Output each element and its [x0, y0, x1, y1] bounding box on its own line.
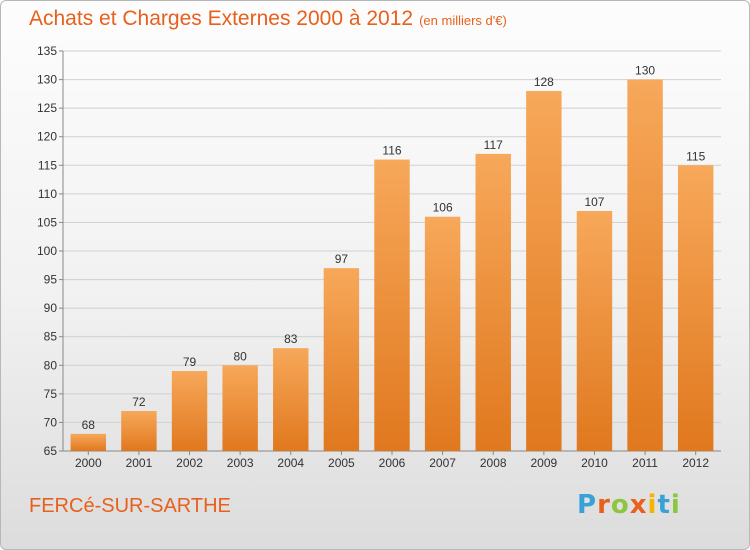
y-tick-label: 95	[44, 273, 58, 287]
x-tick-label: 2010	[581, 456, 608, 470]
logo-letter: r	[597, 490, 611, 520]
x-tick-label: 2007	[429, 456, 456, 470]
bar-2010	[576, 211, 613, 451]
bar-2008	[475, 153, 511, 451]
bar-2006	[374, 159, 410, 452]
y-tick-label: 75	[44, 387, 58, 401]
bar-2003	[222, 365, 258, 451]
chart-unit: (en milliers d'€)	[419, 13, 507, 28]
bar-2001	[121, 411, 157, 451]
bar-value-label: 128	[534, 75, 554, 89]
y-tick-label: 90	[44, 301, 58, 315]
bar-value-label: 79	[183, 355, 197, 369]
bar-2011	[627, 79, 663, 452]
logo-letter: P	[577, 490, 598, 520]
bar-value-label: 106	[433, 201, 453, 215]
bar-value-label: 97	[335, 252, 349, 266]
logo-letter: t	[657, 490, 671, 520]
bar-2007	[424, 216, 461, 451]
chart-title: Achats et Charges Externes 2000 à 2012 (e…	[29, 7, 507, 31]
y-tick-label: 120	[37, 130, 57, 144]
logo-letter: i	[670, 490, 681, 520]
x-tick-label: 2000	[75, 456, 102, 470]
bar-value-label: 130	[635, 64, 655, 78]
x-tick-label: 2002	[176, 456, 203, 470]
bar-value-label: 83	[284, 332, 298, 346]
x-tick-label: 2011	[632, 456, 658, 470]
y-tick-label: 100	[37, 244, 57, 258]
y-tick-label: 110	[38, 187, 57, 201]
y-tick-label: 80	[44, 358, 58, 372]
y-tick-label: 125	[37, 101, 57, 115]
x-tick-label: 2009	[530, 456, 557, 470]
x-tick-label: 2006	[379, 456, 406, 470]
proxiti-logo: Proxiti	[577, 490, 681, 520]
bar-value-label: 80	[233, 349, 247, 363]
x-tick-label: 2001	[126, 456, 153, 470]
bar-value-label: 115	[686, 149, 705, 163]
y-tick-label: 85	[44, 330, 58, 344]
x-tick-label: 2008	[480, 456, 507, 470]
bar-2004	[273, 348, 309, 451]
bar-value-label: 117	[484, 138, 503, 152]
bar-2005	[323, 268, 360, 451]
x-tick-label: 2004	[277, 456, 304, 470]
logo-letter: i	[647, 490, 658, 520]
y-tick-label: 115	[38, 158, 57, 172]
chart-title-text: Achats et Charges Externes 2000 à 2012	[29, 7, 414, 30]
bars: 68 72 79 80 83 97 116 106 117 128 107 130 115	[70, 64, 714, 452]
bar-value-label: 116	[382, 144, 401, 158]
y-tick-label: 70	[44, 415, 58, 429]
bar-2002	[171, 371, 208, 451]
bar-value-label: 72	[132, 395, 146, 409]
x-tick-label: 2005	[328, 456, 355, 470]
city-name: FERCé-SUR-SARTHE	[29, 495, 231, 517]
x-tick-label: 2003	[227, 456, 254, 470]
bar-value-label: 107	[584, 195, 604, 209]
y-tick-label: 130	[37, 73, 57, 87]
bar-2012	[677, 165, 714, 452]
logo-letter: o	[610, 490, 630, 520]
bar-2000	[70, 433, 107, 451]
y-tick-label: 65	[44, 444, 58, 458]
y-tick-label: 135	[37, 44, 57, 58]
bar-value-label: 68	[82, 418, 96, 432]
x-tick-label: 2012	[682, 456, 709, 470]
bar-2009	[526, 91, 562, 451]
logo-letter: x	[629, 490, 648, 520]
y-tick-label: 105	[37, 215, 57, 229]
